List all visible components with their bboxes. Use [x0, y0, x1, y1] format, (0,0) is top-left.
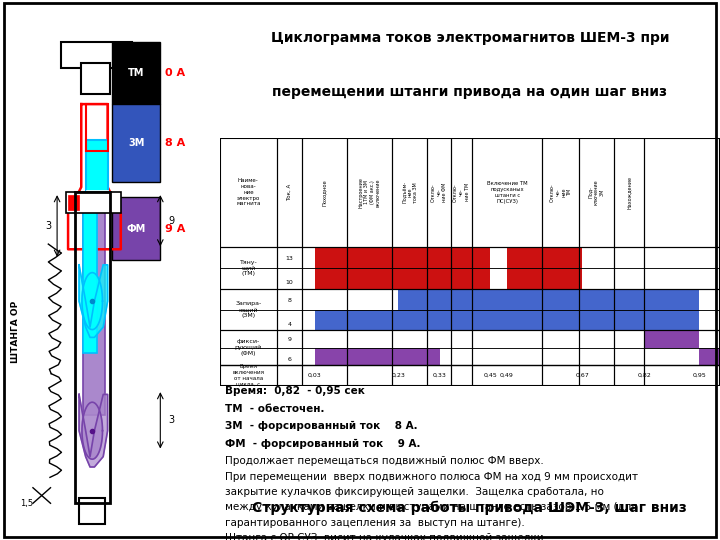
Text: 3М: 3М	[128, 138, 144, 148]
Text: Отклю-
че-
ние ФМ: Отклю- че- ние ФМ	[431, 183, 447, 202]
Text: Продолжает перемещаться подвижный полюс ФМ вверх.: Продолжает перемещаться подвижный полюс …	[225, 456, 544, 466]
Text: закрытие кулачков фиксирующей защелки.  Защелка сработала, но: закрытие кулачков фиксирующей защелки. З…	[225, 487, 603, 497]
Text: Отклю-
че-
ние
ТМ: Отклю- че- ние ТМ	[549, 183, 572, 201]
Text: 10: 10	[286, 280, 294, 285]
Text: Подъём-
ние
тока ЗМ: Подъём- ние тока ЗМ	[402, 181, 418, 204]
Bar	[66, 192, 121, 213]
Text: 0,95: 0,95	[692, 373, 706, 378]
Text: Настроение
1ТМ и ЗМ
(ФМ акс.)
включение: Настроение 1ТМ и ЗМ (ФМ акс.) включение	[359, 177, 381, 208]
Bar	[79, 498, 105, 524]
Text: Время:  0,82  - 0,95 сек: Время: 0,82 - 0,95 сек	[225, 386, 364, 396]
Polygon shape	[79, 265, 107, 338]
Polygon shape	[82, 402, 102, 459]
Text: 8: 8	[288, 298, 292, 303]
Text: перемещении штанги привода на один шаг вниз: перемещении штанги привода на один шаг в…	[272, 85, 667, 99]
Text: Тяну-
щий
(ТМ): Тяну- щий (ТМ)	[240, 260, 257, 276]
Text: 0,67: 0,67	[575, 373, 589, 378]
Text: 0,82: 0,82	[638, 373, 652, 378]
Text: Походное: Походное	[322, 179, 327, 206]
Bar	[507, 247, 582, 289]
Text: 9: 9	[168, 216, 174, 226]
Text: Включение ТМ
подусканых
штанги с
ПС(СУЗ): Включение ТМ подусканых штанги с ПС(СУЗ)	[487, 181, 528, 204]
Text: Штанга с ОР СУЗ  висит на кулачках подвижной защелки.: Штанга с ОР СУЗ висит на кулачках подвиж…	[225, 534, 546, 540]
Text: 0,49: 0,49	[500, 373, 514, 378]
Text: 1,5: 1,5	[19, 499, 33, 508]
Text: 3: 3	[168, 415, 174, 426]
Text: Время
включения
от начала
цикла, с: Время включения от начала цикла, с	[233, 364, 264, 387]
Text: ФМ  - форсированный ток    9 А.: ФМ - форсированный ток 9 А.	[225, 438, 420, 449]
Bar	[315, 247, 490, 268]
Text: гарантированного зацепления за  выступ на штанге).: гарантированного зацепления за выступ на…	[225, 518, 524, 528]
Text: 0,03: 0,03	[308, 373, 322, 378]
Bar	[68, 195, 79, 211]
Bar	[75, 192, 110, 503]
Text: 0,33: 0,33	[433, 373, 447, 378]
Text: Отклю-
че-
ние ТМ: Отклю- че- ние ТМ	[454, 183, 470, 201]
Text: 1: 1	[718, 373, 720, 378]
Text: ФМ: ФМ	[127, 224, 145, 233]
Text: 0 А: 0 А	[165, 68, 185, 78]
Text: 9: 9	[288, 338, 292, 342]
Polygon shape	[82, 273, 102, 329]
Text: ТМ: ТМ	[128, 68, 144, 78]
Bar	[84, 198, 96, 353]
Bar	[86, 190, 107, 202]
Text: Нахождение: Нахождение	[626, 176, 631, 209]
Bar	[61, 42, 132, 68]
Bar	[84, 198, 105, 415]
Text: Циклограмма токов электромагнитов ШЕМ-3 при: Циклограмма токов электромагнитов ШЕМ-3 …	[271, 31, 669, 45]
Text: 13: 13	[286, 256, 294, 261]
Text: 0,45: 0,45	[483, 373, 497, 378]
Bar	[507, 247, 582, 268]
Bar	[112, 104, 161, 182]
Text: Запира-
ющий
(ЗМ): Запира- ющий (ЗМ)	[235, 301, 261, 318]
Bar	[86, 140, 107, 192]
Text: 4: 4	[288, 321, 292, 327]
Bar	[81, 63, 110, 94]
Text: между кулачками защелки и выступами на штанге есть зазор 1,5 мм (для: между кулачками защелки и выступами на ш…	[225, 503, 637, 512]
Text: При перемещении  вверх подвижного полюса ФМ на ход 9 мм происходит: При перемещении вверх подвижного полюса …	[225, 471, 638, 482]
Text: 6: 6	[288, 357, 292, 362]
Text: 3: 3	[45, 221, 51, 231]
Bar	[86, 104, 107, 151]
Bar	[315, 310, 699, 330]
Text: 9 А: 9 А	[165, 224, 185, 233]
Polygon shape	[79, 394, 107, 467]
Bar	[645, 330, 699, 348]
Bar	[699, 348, 720, 365]
Bar	[315, 348, 440, 365]
Text: Наиме-
нова-
ние
электро
магнита: Наиме- нова- ние электро магнита	[236, 178, 261, 206]
Text: Ток, А: Ток, А	[287, 184, 292, 201]
Text: Под-
ключение
ЗМ: Под- ключение ЗМ	[588, 179, 605, 205]
Bar	[398, 289, 699, 310]
Text: ШТАНГА ОР: ШТАНГА ОР	[11, 301, 20, 363]
Text: 8 А: 8 А	[165, 138, 185, 148]
Bar	[112, 42, 161, 104]
Text: Структурная схема работы привода ШЭМ-3, шаг вниз: Структурная схема работы привода ШЭМ-3, …	[253, 501, 687, 515]
Text: 0,23: 0,23	[392, 373, 405, 378]
Text: фикси-
рующий
(ФМ): фикси- рующий (ФМ)	[235, 339, 262, 356]
Text: ТМ  - обесточен.: ТМ - обесточен.	[225, 403, 324, 414]
Bar	[315, 247, 490, 289]
Bar	[112, 198, 161, 260]
Text: ЗМ  - форсированный ток    8 А.: ЗМ - форсированный ток 8 А.	[225, 421, 417, 431]
